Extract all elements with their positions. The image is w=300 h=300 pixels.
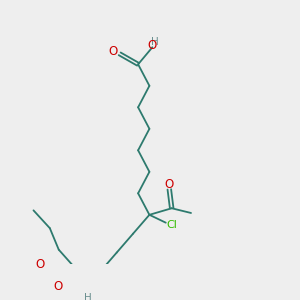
Text: O: O xyxy=(148,39,157,52)
Text: H: H xyxy=(152,37,159,46)
Text: H: H xyxy=(84,293,92,300)
Text: O: O xyxy=(35,258,45,271)
Text: O: O xyxy=(164,178,174,190)
Text: Cl: Cl xyxy=(167,220,178,230)
Text: O: O xyxy=(109,45,118,58)
Text: O: O xyxy=(54,280,63,292)
